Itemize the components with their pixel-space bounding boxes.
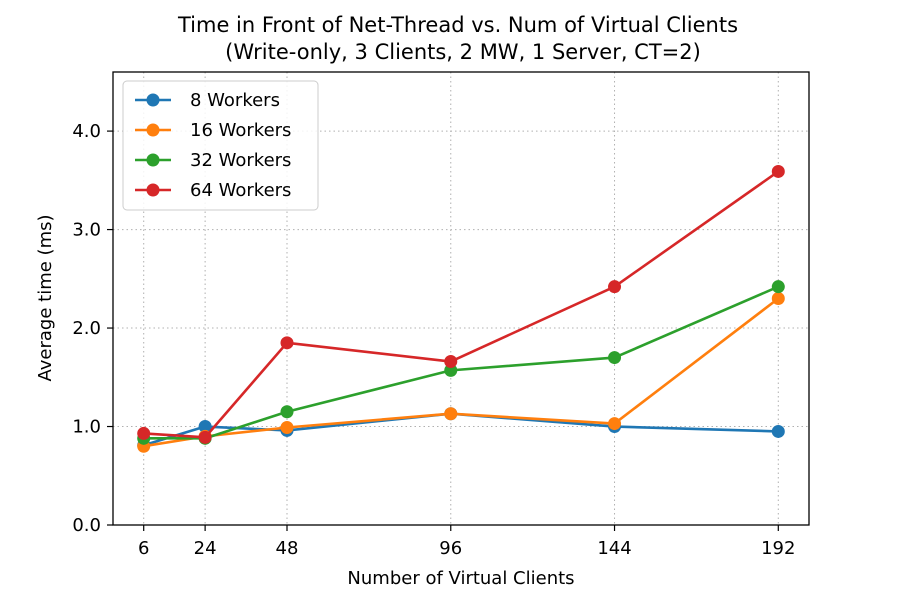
legend-marker bbox=[146, 153, 160, 167]
series-line bbox=[143, 412, 779, 447]
data-point bbox=[280, 405, 294, 419]
legend-box bbox=[122, 80, 319, 211]
data-point bbox=[771, 280, 785, 294]
data-point bbox=[771, 292, 785, 305]
y-tick-label: 1.0 bbox=[72, 417, 101, 438]
data-point bbox=[771, 424, 785, 438]
series-line bbox=[143, 170, 780, 439]
x-tick-label: 96 bbox=[439, 538, 462, 559]
chart-title-line1: Time in Front of Net-Thread vs. Num of V… bbox=[177, 13, 738, 37]
data-point bbox=[608, 351, 622, 365]
data-point bbox=[608, 280, 622, 294]
data-point bbox=[444, 407, 458, 421]
x-tick-label: 24 bbox=[194, 538, 217, 559]
series-32-workers bbox=[137, 280, 785, 445]
y-tick-label: 0.0 bbox=[72, 515, 101, 536]
legend-marker bbox=[146, 123, 160, 137]
y-axis-label: Average time (ms) bbox=[35, 215, 56, 382]
series-line bbox=[143, 285, 779, 440]
legend-label: 32 Workers bbox=[190, 150, 291, 171]
legend-label: 16 Workers bbox=[190, 120, 291, 141]
series-group bbox=[137, 164, 785, 453]
legend: 8 Workers 16 Workers 32 Workers 64 Workers bbox=[122, 80, 319, 211]
legend-marker bbox=[146, 183, 160, 197]
legend-label: 64 Workers bbox=[190, 180, 291, 201]
x-tick-label: 48 bbox=[276, 538, 299, 559]
y-tick-label: 3.0 bbox=[72, 220, 101, 241]
chart-title-line2: (Write-only, 3 Clients, 2 MW, 1 Server, … bbox=[225, 40, 701, 64]
y-tick-label: 2.0 bbox=[72, 318, 101, 339]
x-tick-label: 6 bbox=[138, 538, 149, 559]
plot-frame bbox=[112, 71, 810, 526]
series-64-workers bbox=[137, 164, 785, 444]
x-tick-label: 192 bbox=[761, 538, 795, 559]
data-point bbox=[198, 430, 212, 444]
data-point bbox=[137, 426, 151, 440]
ticks: 6 24 48 96 144 192 0.0 1.0 2.0 3.0 4.0 bbox=[72, 121, 795, 559]
data-point bbox=[198, 420, 212, 434]
x-axis-label: Number of Virtual Clients bbox=[347, 568, 574, 589]
x-tick-label: 144 bbox=[597, 538, 631, 559]
data-point bbox=[608, 417, 622, 431]
series-line bbox=[143, 297, 780, 448]
data-point bbox=[280, 336, 294, 350]
legend-label: 8 Workers bbox=[190, 90, 280, 111]
data-point bbox=[771, 164, 785, 178]
data-point bbox=[444, 355, 458, 369]
data-point bbox=[280, 421, 294, 435]
legend-marker bbox=[146, 93, 160, 107]
y-tick-label: 4.0 bbox=[72, 121, 101, 142]
